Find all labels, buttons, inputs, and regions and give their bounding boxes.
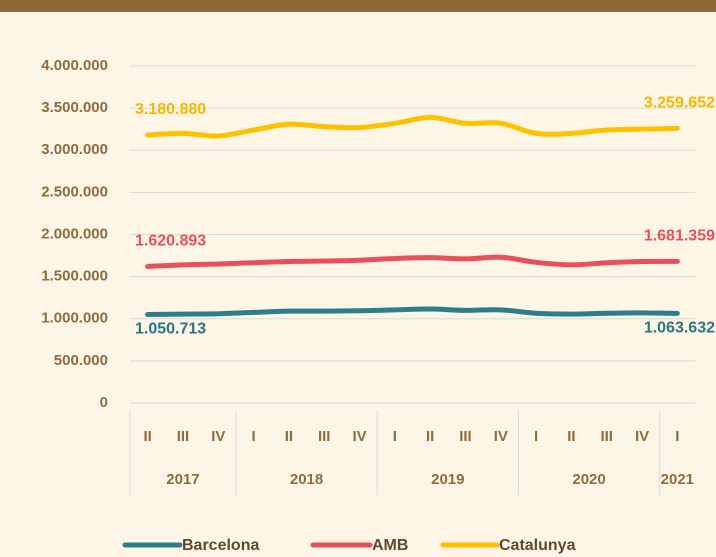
top-band <box>0 0 716 12</box>
y-tick-label: 4.000.000 <box>41 57 108 74</box>
legend-label: Barcelona <box>182 537 259 554</box>
y-tick-label: 500.000 <box>54 352 108 369</box>
data-label: 1.620.893 <box>135 233 206 250</box>
x-tick-label: I <box>393 428 397 445</box>
y-tick-label: 1.000.000 <box>41 310 108 327</box>
data-label: 1.063.632 <box>644 320 715 337</box>
y-tick-label: 0 <box>100 394 108 411</box>
series-line <box>145 114 680 139</box>
data-label: 3.180.880 <box>135 101 206 118</box>
y-tick-label: 1.500.000 <box>41 268 108 285</box>
data-label: 1.681.359 <box>644 228 715 245</box>
legend-label: AMB <box>372 537 408 554</box>
x-tick-label: II <box>567 428 575 445</box>
x-tick-label: IV <box>635 428 649 445</box>
y-tick-label: 2.500.000 <box>41 183 108 200</box>
x-tick-label: I <box>252 428 256 445</box>
year-label: 2017 <box>166 471 199 488</box>
y-tick-label: 3.500.000 <box>41 99 108 116</box>
x-tick-label: III <box>318 428 331 445</box>
data-label: 1.050.713 <box>135 321 206 338</box>
data-label: 3.259.652 <box>644 95 715 112</box>
x-tick-label: III <box>459 428 472 445</box>
y-tick-label: 3.000.000 <box>41 141 108 158</box>
year-label: 2018 <box>290 471 323 488</box>
x-tick-label: III <box>600 428 613 445</box>
x-tick-label: II <box>285 428 293 445</box>
year-label: 2019 <box>431 471 464 488</box>
x-tick-label: IV <box>352 428 366 445</box>
x-tick-label: II <box>143 428 151 445</box>
x-tick-label: IV <box>494 428 508 445</box>
x-tick-label: II <box>426 428 434 445</box>
y-tick-label: 2.000.000 <box>41 225 108 242</box>
x-tick-label: I <box>675 428 679 445</box>
x-tick-label: I <box>534 428 538 445</box>
series-line <box>145 306 680 317</box>
x-tick-label: III <box>177 428 190 445</box>
x-tick-label: IV <box>211 428 225 445</box>
series-line <box>145 254 680 269</box>
year-label: 2020 <box>572 471 605 488</box>
year-label: 2021 <box>661 471 694 488</box>
legend-label: Catalunya <box>499 537 576 554</box>
